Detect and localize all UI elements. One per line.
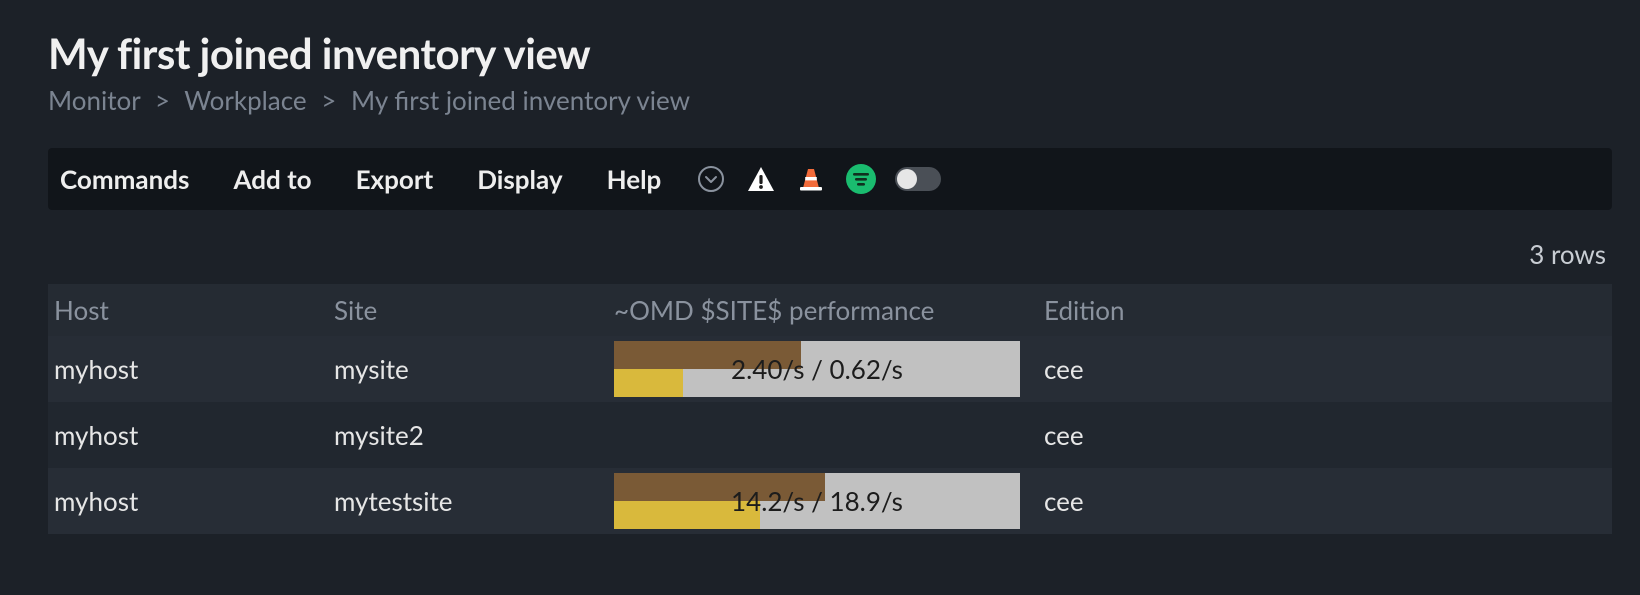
perf-bars: 14.2/s / 18.9/s: [614, 473, 1020, 529]
toolbar: Commands Add to Export Display Help: [48, 148, 1612, 210]
menu-help[interactable]: Help: [603, 163, 666, 195]
cell-perf: 2.40/s / 0.62/s: [608, 341, 1038, 397]
breadcrumb-item[interactable]: Monitor: [48, 84, 140, 116]
table-header: Host Site ~OMD $SITE$ performance Editio…: [48, 284, 1612, 336]
perf-label: 2.40/s / 0.62/s: [614, 341, 1020, 397]
table-row[interactable]: myhostmytestsite14.2/s / 18.9/s cee: [48, 468, 1612, 534]
table-row[interactable]: myhostmysite2 cee: [48, 402, 1612, 468]
breadcrumb-item[interactable]: Workplace: [184, 84, 306, 116]
cell-perf: 14.2/s / 18.9/s: [608, 473, 1038, 529]
menu-commands[interactable]: Commands: [56, 163, 193, 195]
warning-icon[interactable]: [745, 163, 777, 195]
cell-host: myhost: [48, 353, 328, 385]
col-header-perf[interactable]: ~OMD $SITE$ performance: [608, 294, 1038, 326]
col-header-site[interactable]: Site: [328, 294, 608, 326]
page-title: My first joined inventory view: [48, 28, 1612, 78]
data-table: Host Site ~OMD $SITE$ performance Editio…: [48, 284, 1612, 534]
col-header-edition[interactable]: Edition: [1038, 294, 1612, 326]
cell-host: myhost: [48, 485, 328, 517]
breadcrumb-sep: >: [155, 84, 170, 116]
filter-icon[interactable]: [845, 163, 877, 195]
cell-edition: cee: [1038, 353, 1612, 385]
cell-perf: [608, 407, 1038, 463]
cell-edition: cee: [1038, 419, 1612, 451]
chevron-circle-down-icon[interactable]: [695, 163, 727, 195]
toggle-switch[interactable]: [895, 167, 941, 191]
cell-site: mysite2: [328, 419, 608, 451]
perf-label: 14.2/s / 18.9/s: [614, 473, 1020, 529]
breadcrumb-item: My first joined inventory view: [351, 84, 690, 116]
traffic-cone-icon[interactable]: [795, 163, 827, 195]
cell-edition: cee: [1038, 485, 1612, 517]
cell-host: myhost: [48, 419, 328, 451]
cell-site: mytestsite: [328, 485, 608, 517]
row-count-label: 3 rows: [48, 238, 1612, 270]
menu-display[interactable]: Display: [473, 163, 566, 195]
menu-export[interactable]: Export: [352, 163, 438, 195]
table-row[interactable]: myhostmysite2.40/s / 0.62/s cee: [48, 336, 1612, 402]
toggle-knob: [897, 169, 917, 189]
col-header-host[interactable]: Host: [48, 294, 328, 326]
cell-site: mysite: [328, 353, 608, 385]
perf-bars: 2.40/s / 0.62/s: [614, 341, 1020, 397]
breadcrumb-sep: >: [321, 84, 336, 116]
breadcrumb: Monitor > Workplace > My first joined in…: [48, 84, 1612, 116]
menu-add-to[interactable]: Add to: [229, 163, 315, 195]
